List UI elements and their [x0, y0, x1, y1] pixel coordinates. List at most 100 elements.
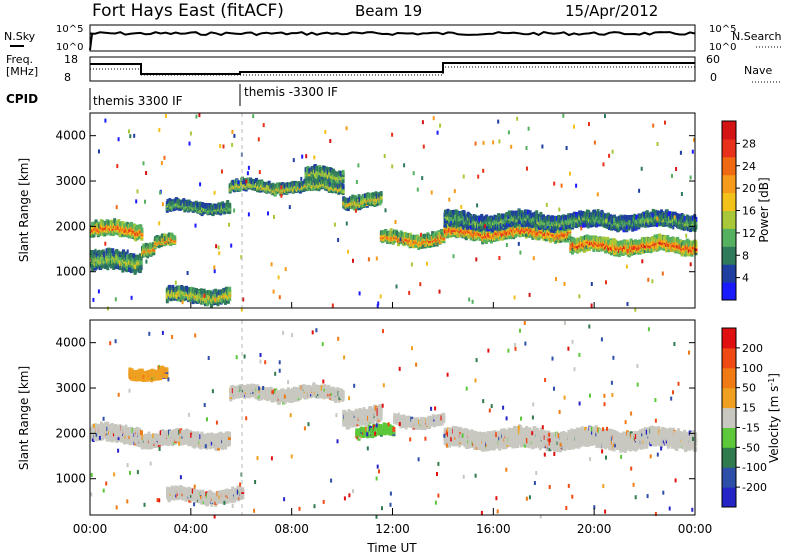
power-cell [464, 235, 468, 241]
power-cell [182, 198, 186, 204]
cpid-segment-1: themis 3300 IF [93, 94, 183, 108]
power-cell [382, 236, 386, 242]
power-cell [118, 231, 122, 237]
power-cell [517, 219, 521, 225]
power-cell [674, 245, 678, 251]
power-cell [154, 236, 157, 242]
power-cell [619, 240, 623, 246]
power-cell [532, 212, 536, 218]
cpid-label: CPID [6, 92, 38, 106]
power-cell [363, 200, 367, 206]
power-cell [483, 221, 487, 227]
power-cell [515, 210, 519, 216]
nsearch-label: N.Search [732, 30, 782, 43]
power-cell [126, 257, 130, 263]
power-cell [226, 200, 230, 205]
power-cell [462, 211, 466, 217]
power-cell [453, 230, 457, 236]
power-cell [257, 179, 261, 185]
power-cell [351, 194, 355, 200]
beam-title: Beam 19 [355, 2, 422, 20]
power-cell [468, 233, 472, 239]
power-cell [200, 289, 204, 295]
power-cell [411, 234, 415, 240]
power-cell [532, 215, 536, 221]
power-cell [126, 254, 130, 260]
power-cell [220, 298, 224, 304]
power-cell [447, 232, 450, 238]
power-cell [190, 290, 193, 296]
power-cell [130, 253, 134, 259]
power-cell [382, 229, 386, 235]
freq-panel [89, 56, 696, 82]
power-cell [493, 217, 497, 223]
power-cell [238, 181, 242, 186]
power-cell [653, 234, 657, 240]
power-cell [121, 267, 125, 273]
power-cell [228, 290, 232, 296]
power-cell [190, 286, 193, 292]
power-cell [395, 230, 399, 236]
power-cell [94, 219, 98, 225]
power-cell [379, 197, 383, 203]
power-cell [493, 222, 497, 228]
power-cell [379, 191, 383, 197]
power-cell [106, 265, 110, 271]
nsearch-tick-bottom: 10^0 [709, 42, 736, 53]
power-cell [283, 183, 287, 189]
power-cell [166, 199, 170, 204]
power-cell [95, 264, 99, 270]
freq-label-line2: [MHz] [6, 65, 38, 78]
power-cell [155, 237, 159, 243]
power-cell [139, 255, 143, 261]
power-cell [429, 240, 433, 246]
power-cell [483, 215, 487, 221]
nsky-trace [89, 30, 696, 51]
power-cell [452, 209, 455, 215]
power-cell [517, 215, 521, 221]
power-cell [191, 299, 195, 305]
power-cell [95, 255, 99, 261]
power-cell [98, 223, 102, 229]
power-cell [101, 249, 105, 255]
power-cell [171, 200, 174, 206]
power-cell [113, 218, 117, 224]
power-cell [523, 209, 527, 215]
power-cell [674, 240, 678, 246]
power-cell [450, 216, 454, 222]
power-cell [539, 211, 543, 217]
power-cell [446, 208, 450, 214]
power-cell [542, 214, 545, 220]
power-cell [606, 236, 610, 242]
power-cell [121, 221, 125, 227]
power-cell [470, 224, 473, 230]
power-cell [643, 243, 647, 249]
power-cell [363, 193, 367, 199]
power-cell [165, 298, 169, 304]
power-cell [656, 234, 660, 240]
power-cell [121, 228, 125, 234]
power-cell [513, 222, 517, 228]
power-cell [405, 233, 409, 239]
nsky-tick-top: 10^5 [56, 24, 83, 35]
power-cell [228, 202, 232, 208]
power-cell [568, 234, 572, 239]
power-cell [111, 248, 115, 254]
power-cell [358, 200, 362, 205]
power-cell [474, 220, 478, 226]
power-cell [150, 243, 154, 249]
power-cell [674, 237, 678, 243]
power-cell [694, 241, 698, 247]
power-cell [666, 235, 670, 240]
power-cell [171, 284, 175, 290]
power-cell [453, 225, 457, 231]
power-cell [228, 183, 232, 189]
power-cell [386, 231, 390, 237]
power-cell [451, 222, 455, 228]
power-cell [214, 292, 218, 298]
power-cell [581, 236, 585, 242]
power-cell [139, 259, 143, 265]
freq-tick-top: 18 [64, 53, 78, 66]
